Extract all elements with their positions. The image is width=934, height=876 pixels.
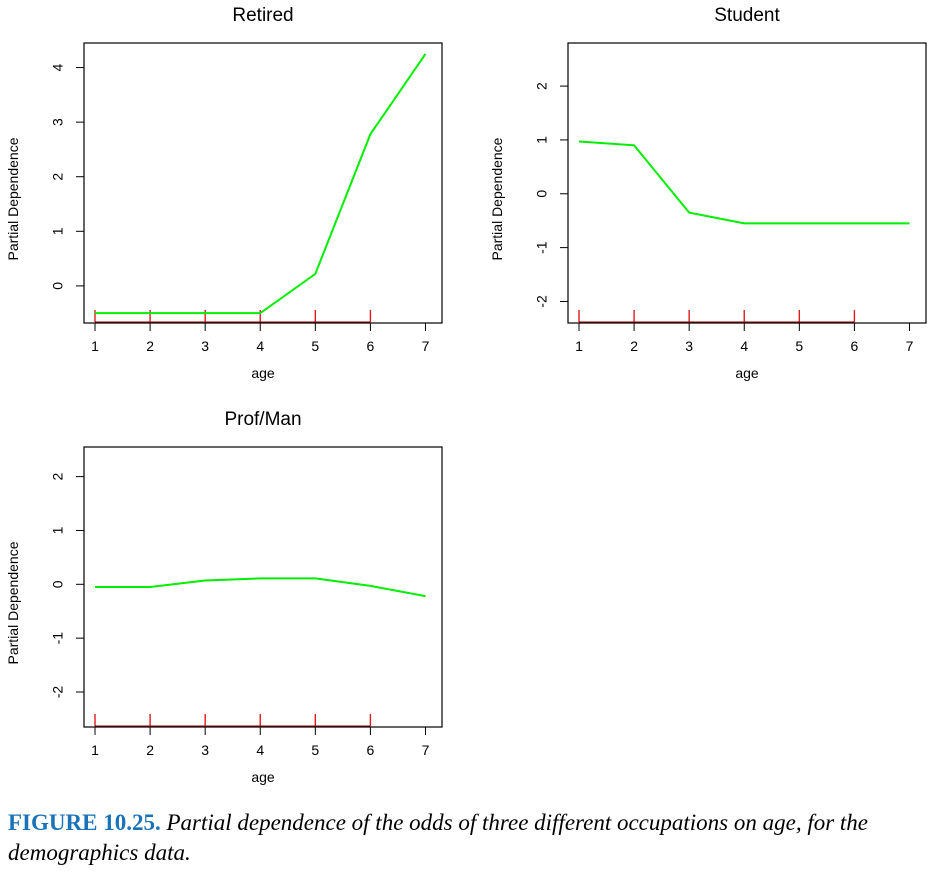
y-tick-label: -2 — [50, 686, 66, 699]
x-tick-label: 1 — [91, 742, 99, 758]
panel-title: Retired — [232, 5, 293, 26]
plot-frame — [83, 446, 443, 728]
panel-title: Student — [714, 5, 780, 26]
partial-dependence-line — [95, 53, 427, 315]
x-tick-label: 4 — [740, 338, 748, 354]
x-tick-label: 7 — [422, 742, 430, 758]
y-tick-label: -1 — [50, 632, 66, 645]
x-tick-label: 5 — [795, 338, 803, 354]
x-axis-label: age — [251, 365, 275, 381]
plot-frame — [83, 42, 443, 324]
x-tick-label: 2 — [630, 338, 638, 354]
y-tick-label: 1 — [50, 526, 66, 534]
caption-label: FIGURE 10.25. — [8, 810, 161, 835]
x-tick-label: 6 — [851, 338, 859, 354]
y-tick-label: 2 — [534, 82, 550, 90]
figure-caption: FIGURE 10.25. Partial dependence of the … — [8, 808, 928, 868]
y-axis-label: Partial Dependence — [489, 137, 505, 260]
y-tick-label: 1 — [534, 136, 550, 144]
y-tick-label: 0 — [50, 580, 66, 588]
x-tick-label: 1 — [91, 338, 99, 354]
x-tick-label: 4 — [256, 338, 264, 354]
panel-3: Prof/Man 1 2 3 4 5 6 7 age -2 -1 0 1 2 Partial Depende… — [5, 409, 443, 785]
y-tick-label: 0 — [534, 190, 550, 198]
x-tick-label: 3 — [685, 338, 693, 354]
y-tick-label: -1 — [534, 241, 550, 254]
plot-frame — [567, 42, 927, 324]
y-tick-label: 4 — [50, 63, 66, 71]
x-tick-label: 5 — [311, 338, 319, 354]
y-tick-label: 1 — [50, 227, 66, 235]
y-tick-label: 3 — [50, 118, 66, 126]
y-tick-label: 2 — [50, 173, 66, 181]
x-tick-label: 2 — [146, 742, 154, 758]
panel-title: Prof/Man — [224, 409, 301, 430]
y-axis-label: Partial Dependence — [5, 541, 21, 664]
panel-2: Student 1 2 3 4 5 6 7 age -2 -1 0 1 2 Partial Dependen… — [489, 5, 927, 381]
x-axis-label: age — [735, 365, 759, 381]
x-tick-label: 4 — [256, 742, 264, 758]
figure-canvas: Retired 1 2 3 4 5 6 7 age 0 1 2 3 4 Partial Dependence… — [5, 5, 927, 785]
x-axis-label: age — [251, 769, 275, 785]
panel-1: Retired 1 2 3 4 5 6 7 age 0 1 2 3 4 Partial Dependence — [5, 5, 443, 381]
y-tick-label: 2 — [50, 473, 66, 481]
x-tick-label: 7 — [422, 338, 430, 354]
partial-dependence-line — [578, 140, 910, 225]
x-tick-label: 6 — [367, 338, 375, 354]
partial-dependence-line — [95, 577, 426, 598]
x-tick-label: 3 — [201, 742, 209, 758]
y-axis-label: Partial Dependence — [5, 137, 21, 260]
x-tick-label: 7 — [906, 338, 914, 354]
x-tick-label: 5 — [311, 742, 319, 758]
y-tick-label: -2 — [534, 295, 550, 308]
caption-text: Partial dependence of the odds of three … — [8, 810, 869, 865]
x-tick-label: 3 — [201, 338, 209, 354]
x-tick-label: 2 — [146, 338, 154, 354]
x-tick-label: 6 — [367, 742, 375, 758]
y-tick-label: 0 — [50, 282, 66, 290]
x-tick-label: 1 — [575, 338, 583, 354]
